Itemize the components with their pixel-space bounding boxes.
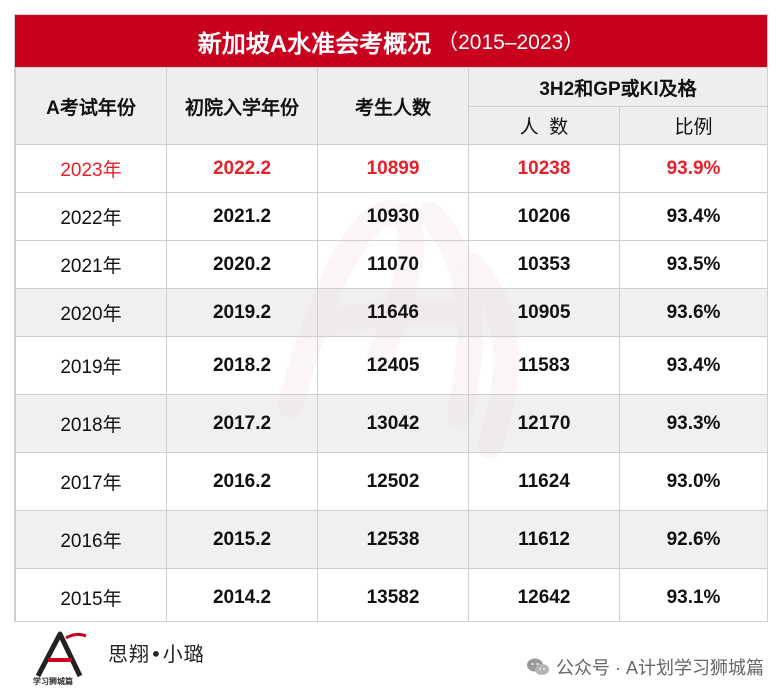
cell-entry-year: 2021.2 — [166, 192, 318, 241]
table-row: 2023年 2022.2 10899 10238 93.9% — [15, 144, 767, 193]
cell-passed: 10206 — [468, 192, 620, 241]
table-row: 2022年 2021.2 10930 10206 93.4% — [15, 192, 767, 241]
header-pass-count: 人 数 — [468, 106, 620, 145]
cell-passed: 12170 — [468, 394, 620, 453]
header-candidates: 考生人数 — [317, 67, 469, 145]
header-entry-year: 初院入学年份 — [166, 67, 318, 145]
header-pass-group: 3H2和GP或KI及格 — [468, 67, 767, 107]
cell-passed: 12642 — [468, 568, 620, 621]
cell-passed: 10353 — [468, 240, 620, 289]
cell-ratio: 92.6% — [619, 510, 767, 569]
cell-candidates: 11646 — [317, 288, 469, 337]
cell-entry-year: 2014.2 — [166, 568, 318, 621]
cell-passed: 11624 — [468, 452, 620, 511]
cell-entry-year: 2018.2 — [166, 336, 318, 395]
cell-entry-year: 2022.2 — [166, 144, 318, 193]
logo-icon — [35, 631, 87, 678]
table-row: 2020年 2019.2 11646 10905 93.6% — [15, 288, 767, 337]
wechat-icon — [526, 658, 549, 675]
header-pass-ratio: 比例 — [619, 106, 767, 145]
cell-entry-year: 2016.2 — [166, 452, 318, 511]
subheader-row: 人 数 比例 — [16, 106, 767, 145]
cell-candidates: 10930 — [317, 192, 469, 241]
cell-passed: 11583 — [468, 336, 620, 395]
table-row: 2016年 2015.2 12538 11612 92.6% — [15, 510, 767, 569]
cell-ratio: 93.1% — [619, 568, 767, 621]
cell-candidates: 11070 — [317, 240, 469, 289]
cell-exam-year: 2019年 — [15, 336, 167, 395]
cell-candidates: 10899 — [317, 144, 469, 193]
table-card: 新加坡A水准会考概况 （2015–2023） A考试年份 初院入学年份 考生人数… — [14, 14, 768, 622]
cell-candidates: 13042 — [317, 394, 469, 453]
cell-ratio: 93.6% — [619, 288, 767, 337]
wechat-account[interactable]: 公众号 · A计划学习狮城篇 — [526, 654, 764, 680]
exam-table: A考试年份 初院入学年份 考生人数 3H2和GP或KI及格 人 数 比例 202… — [15, 67, 767, 621]
cell-entry-year: 2020.2 — [166, 240, 318, 289]
cell-exam-year: 2022年 — [15, 192, 167, 241]
author-name: 思翔•小璐 — [108, 642, 205, 666]
table-title: 新加坡A水准会考概况 — [197, 30, 432, 58]
cell-ratio: 93.4% — [619, 192, 767, 241]
cell-exam-year: 2021年 — [15, 240, 167, 289]
cell-passed: 10905 — [468, 288, 620, 337]
header-row: A考试年份 初院入学年份 考生人数 3H2和GP或KI及格 — [15, 67, 767, 145]
table-row: 2021年 2020.2 11070 10353 93.5% — [15, 240, 767, 289]
table-title-bar: 新加坡A水准会考概况 （2015–2023） — [15, 15, 767, 67]
cell-ratio: 93.5% — [619, 240, 767, 289]
cell-exam-year: 2020年 — [15, 288, 167, 337]
cell-candidates: 12502 — [317, 452, 469, 511]
cell-ratio: 93.4% — [619, 336, 767, 395]
cell-entry-year: 2015.2 — [166, 510, 318, 569]
cell-ratio: 93.9% — [619, 144, 767, 193]
cell-candidates: 12405 — [317, 336, 469, 395]
table-row: 2017年 2016.2 12502 11624 93.0% — [15, 452, 767, 511]
table-row: 2015年 2014.2 13582 12642 93.1% — [15, 568, 767, 621]
cell-exam-year: 2015年 — [15, 568, 167, 621]
cell-exam-year: 2018年 — [15, 394, 167, 453]
logo-text: 学习狮城篇 — [33, 677, 73, 686]
table-row: 2019年 2018.2 12405 11583 93.4% — [15, 336, 767, 395]
cell-exam-year: 2023年 — [15, 144, 167, 193]
cell-exam-year: 2016年 — [15, 510, 167, 569]
cell-entry-year: 2019.2 — [166, 288, 318, 337]
cell-exam-year: 2017年 — [15, 452, 167, 511]
cell-ratio: 93.0% — [619, 452, 767, 511]
cell-ratio: 93.3% — [619, 394, 767, 453]
table-row: 2018年 2017.2 13042 12170 93.3% — [15, 394, 767, 453]
wechat-label: 公众号 · A计划学习狮城篇 — [555, 658, 764, 678]
header-exam-year: A考试年份 — [15, 67, 167, 145]
table-subtitle: （2015–2023） — [437, 31, 585, 54]
cell-passed: 10238 — [468, 144, 620, 193]
cell-passed: 11612 — [468, 510, 620, 569]
cell-candidates: 13582 — [317, 568, 469, 621]
cell-candidates: 12538 — [317, 510, 469, 569]
cell-entry-year: 2017.2 — [166, 394, 318, 453]
